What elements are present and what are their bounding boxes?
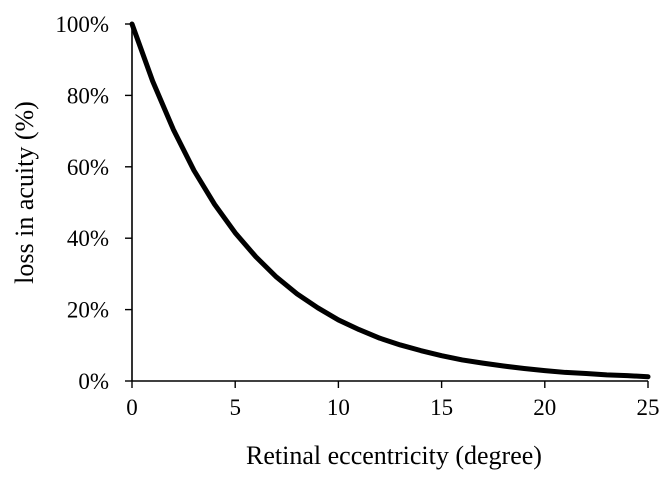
x-axis-title: Retinal eccentricity (degree) — [246, 441, 542, 470]
x-tick-label: 0 — [126, 395, 138, 420]
y-axis-title: loss in acuity (%) — [10, 101, 39, 284]
y-tick-label: 20% — [67, 298, 109, 323]
y-ticks: 0% 20% 40% 60% 80% 100% — [55, 12, 132, 394]
x-tick-label: 15 — [430, 395, 453, 420]
x-tick-label: 20 — [533, 395, 556, 420]
acuity-loss-line — [129, 21, 651, 380]
x-ticks: 0 5 10 15 20 25 — [126, 381, 660, 420]
y-tick-label: 40% — [67, 226, 109, 251]
y-tick-label: 60% — [67, 155, 109, 180]
y-tick-label: 100% — [55, 12, 109, 37]
x-tick-label: 25 — [637, 395, 660, 420]
axes — [131, 24, 648, 382]
x-tick-label: 5 — [229, 395, 241, 420]
x-tick-label: 10 — [327, 395, 350, 420]
y-tick-label: 0% — [78, 369, 109, 394]
y-tick-label: 80% — [67, 83, 109, 108]
